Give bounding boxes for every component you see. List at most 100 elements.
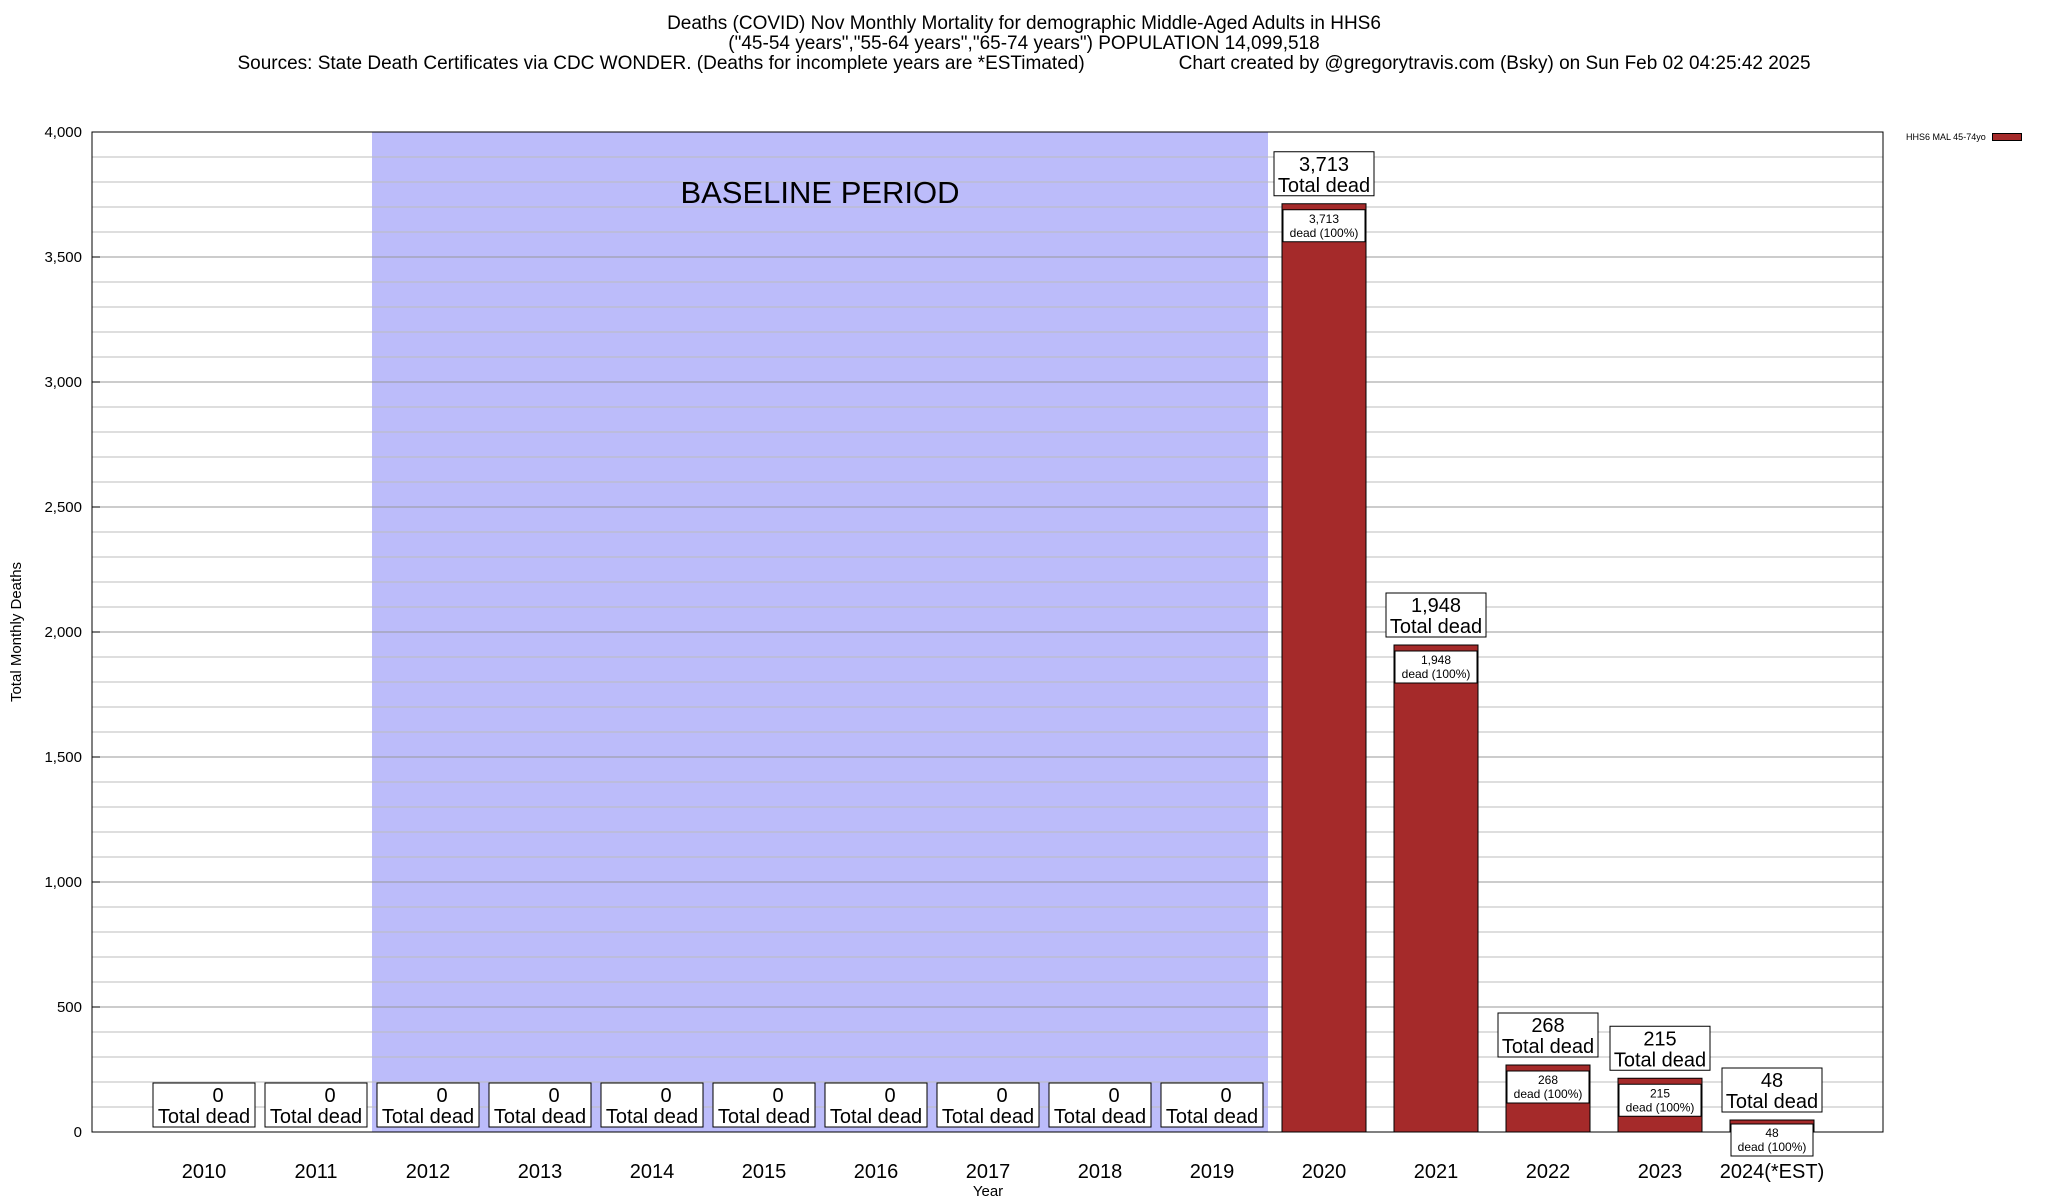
total-value-label: 0 <box>212 1085 223 1107</box>
y-tick-label: 2,000 <box>44 624 82 641</box>
total-value-label: 0 <box>436 1085 447 1107</box>
y-tick-label: 3,500 <box>44 249 82 266</box>
total-label-box <box>1609 1025 1711 1071</box>
bar <box>1393 644 1479 1133</box>
inner-percent-label: dead (100%) <box>1738 1140 1807 1154</box>
total-dead-label: Total dead <box>1390 616 1482 638</box>
baseline-period-label: BASELINE PERIOD <box>680 175 959 210</box>
total-dead-label: Total dead <box>942 1106 1034 1128</box>
x-tick-label: 2018 <box>1078 1161 1123 1183</box>
y-tick-label: 3,000 <box>44 374 82 391</box>
bar <box>1281 203 1367 1133</box>
total-value-label: 0 <box>548 1085 559 1107</box>
x-tick-label: 2019 <box>1190 1161 1235 1183</box>
total-label-box <box>152 1082 256 1128</box>
total-value-label: 3,713 <box>1299 154 1349 176</box>
chart-subtitle: ("45-54 years","55-64 years","65-74 year… <box>728 33 1320 54</box>
y-tick-label: 4,000 <box>44 124 82 141</box>
legend-swatch <box>1991 133 2022 141</box>
total-label-box <box>936 1082 1040 1128</box>
total-label-box <box>1273 151 1375 197</box>
inner-percent-label: dead (100%) <box>1626 1100 1695 1114</box>
x-tick-label: 2013 <box>518 1161 563 1183</box>
total-dead-label: Total dead <box>1166 1106 1258 1128</box>
total-dead-label: Total dead <box>830 1106 922 1128</box>
chart-title-block: Deaths (COVID) Nov Monthly Mortality for… <box>0 14 2048 74</box>
y-axis-label: Total Monthly Deaths <box>8 562 25 702</box>
chart-source-line: Sources: State Death Certificates via CD… <box>0 54 2048 74</box>
total-label-box <box>1160 1082 1264 1128</box>
inner-label-box <box>1394 650 1478 684</box>
inner-value-label: 268 <box>1538 1073 1558 1087</box>
x-tick-label: 2011 <box>294 1161 337 1183</box>
total-label-box <box>1497 1012 1599 1058</box>
plot-frame <box>91 131 1884 1133</box>
total-dead-label: Total dead <box>1054 1106 1146 1128</box>
total-dead-label: Total dead <box>494 1106 586 1128</box>
y-tick-label: 2,500 <box>44 499 82 516</box>
x-axis-label: Year <box>973 1183 1003 1200</box>
total-dead-label: Total dead <box>1502 1036 1594 1058</box>
total-label-box <box>488 1082 592 1128</box>
total-value-label: 48 <box>1761 1070 1783 1092</box>
total-label-box <box>712 1082 816 1128</box>
x-tick-label: 2014 <box>630 1161 675 1183</box>
x-tick-label: 2012 <box>406 1161 451 1183</box>
total-label-box <box>376 1082 480 1128</box>
legend-label: HHS6 MAL 45-74yo <box>1906 132 1986 142</box>
inner-percent-label: dead (100%) <box>1290 226 1359 240</box>
x-tick-label: 2024(*EST) <box>1720 1161 1825 1183</box>
inner-value-label: 215 <box>1650 1086 1670 1100</box>
x-tick-label: 2023 <box>1638 1161 1683 1183</box>
total-dead-label: Total dead <box>606 1106 698 1128</box>
total-dead-label: Total dead <box>718 1106 810 1128</box>
inner-value-label: 1,948 <box>1421 653 1451 667</box>
total-label-box <box>264 1082 368 1128</box>
x-tick-label: 2021 <box>1414 1161 1459 1183</box>
credit-text: Chart created by @gregorytravis.com (Bsk… <box>1178 53 1811 74</box>
inner-label-box <box>1730 1123 1814 1157</box>
x-tick-label: 2017 <box>966 1161 1011 1183</box>
legend: HHS6 MAL 45-74yo <box>1906 132 2022 142</box>
total-dead-label: Total dead <box>1614 1049 1706 1071</box>
y-tick-label: 1,000 <box>44 874 82 891</box>
total-dead-label: Total dead <box>158 1106 250 1128</box>
total-dead-label: Total dead <box>1726 1091 1818 1113</box>
inner-label-box <box>1618 1083 1702 1117</box>
total-value-label: 0 <box>772 1085 783 1107</box>
total-value-label: 0 <box>1220 1085 1231 1107</box>
x-tick-label: 2016 <box>854 1161 899 1183</box>
inner-percent-label: dead (100%) <box>1402 667 1471 681</box>
total-value-label: 0 <box>1108 1085 1119 1107</box>
x-tick-label: 2022 <box>1526 1161 1571 1183</box>
y-tick-label: 0 <box>74 1124 82 1141</box>
x-tick-label: 2010 <box>182 1161 227 1183</box>
inner-label-box <box>1282 209 1366 243</box>
total-label-box <box>1721 1067 1823 1113</box>
inner-percent-label: dead (100%) <box>1514 1087 1583 1101</box>
total-value-label: 0 <box>660 1085 671 1107</box>
total-label-box <box>1048 1082 1152 1128</box>
inner-value-label: 48 <box>1765 1126 1779 1140</box>
total-value-label: 215 <box>1643 1028 1676 1050</box>
x-tick-label: 2020 <box>1302 1161 1347 1183</box>
total-dead-label: Total dead <box>382 1106 474 1128</box>
total-label-box <box>600 1082 704 1128</box>
source-text: Sources: State Death Certificates via CD… <box>237 53 1085 74</box>
inner-value-label: 3,713 <box>1309 212 1339 226</box>
x-tick-label: 2015 <box>742 1161 787 1183</box>
y-tick-label: 500 <box>57 999 82 1016</box>
total-label-box <box>1385 592 1487 638</box>
total-value-label: 0 <box>996 1085 1007 1107</box>
total-label-box <box>824 1082 928 1128</box>
inner-label-box <box>1506 1070 1590 1104</box>
y-tick-label: 1,500 <box>44 749 82 766</box>
chart-title: Deaths (COVID) Nov Monthly Mortality for… <box>667 13 1381 34</box>
total-value-label: 0 <box>884 1085 895 1107</box>
total-value-label: 1,948 <box>1411 595 1461 617</box>
total-value-label: 268 <box>1531 1015 1564 1037</box>
total-value-label: 0 <box>324 1085 335 1107</box>
total-dead-label: Total dead <box>1278 175 1370 197</box>
total-dead-label: Total dead <box>270 1106 362 1128</box>
